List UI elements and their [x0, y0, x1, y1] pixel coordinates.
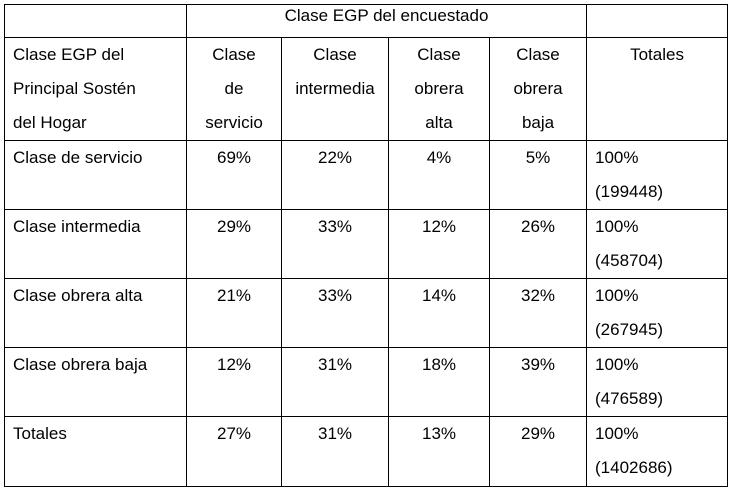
row-total-cell: 100% (458704) — [586, 209, 729, 279]
row-total-n: (199448) — [595, 182, 664, 201]
table-row: Clase obrera baja 12% 31% 18% 39% 100% (… — [4, 347, 729, 417]
column-header-line: Totales — [630, 45, 684, 64]
table-cell: 69% — [186, 140, 282, 210]
column-header-line: Clase — [516, 45, 560, 64]
table-cell: 29% — [488, 416, 588, 487]
table-cell: 26% — [488, 209, 588, 279]
table-cell: 13% — [388, 416, 490, 487]
row-label: Clase intermedia — [4, 209, 187, 279]
column-header-line: alta — [425, 113, 453, 132]
table-cell: 32% — [488, 278, 588, 348]
super-header-row: Clase EGP del encuestado — [4, 4, 729, 38]
column-header-line: baja — [521, 113, 555, 132]
table-cell: 14% — [388, 278, 490, 348]
row-total-cell: 100% (267945) — [586, 278, 729, 348]
row-label: Clase de servicio — [4, 140, 187, 210]
row-label: Clase obrera alta — [4, 278, 187, 348]
row-total-cell: 100% (476589) — [586, 347, 729, 417]
row-total-pct: 100% — [595, 217, 639, 236]
row-header-line: del Hogar — [13, 113, 87, 132]
row-header-line: Principal Sostén — [13, 79, 136, 98]
table-cell: 21% — [186, 278, 282, 348]
table-cell: 33% — [281, 209, 389, 279]
super-header-title: Clase EGP del encuestado — [185, 4, 588, 38]
super-header-blank-cell — [586, 4, 729, 38]
table-cell: 5% — [488, 140, 588, 210]
row-total-cell: 100% (199448) — [586, 140, 729, 210]
table-cell: 31% — [281, 416, 389, 487]
column-header-line: Clase — [313, 45, 357, 64]
table-cell: 22% — [281, 140, 389, 210]
column-header-line: intermedia — [295, 79, 375, 98]
table-cell: 31% — [281, 347, 389, 417]
corner-blank-cell — [4, 4, 187, 38]
table-cell: 33% — [281, 278, 389, 348]
table-cell: 4% — [388, 140, 490, 210]
column-header-line: Clase — [417, 45, 461, 64]
row-header-line: Clase EGP del — [13, 45, 125, 64]
row-total-pct: 100% — [595, 355, 639, 374]
table-cell: 39% — [488, 347, 588, 417]
table-cell: 27% — [186, 416, 282, 487]
row-label: Clase obrera baja — [4, 347, 187, 417]
totals-row: Totales 27% 31% 13% 29% 100% (1402686) — [4, 416, 729, 487]
row-total-n: (1402686) — [595, 458, 673, 477]
column-header-clase-obrera-alta: Clase obrera alta — [388, 37, 490, 141]
row-total-pct: 100% — [595, 286, 639, 305]
row-label: Totales — [4, 416, 187, 487]
column-header-clase-obrera-baja: Clase obrera baja — [488, 37, 588, 141]
table-row: Clase intermedia 29% 33% 12% 26% 100% (4… — [4, 209, 729, 279]
row-total-n: (267945) — [595, 320, 664, 339]
table-cell: 12% — [186, 347, 282, 417]
row-total-n: (476589) — [595, 389, 664, 408]
table-cell: 18% — [388, 347, 490, 417]
mobility-table: Clase EGP del encuestado Clase EGP del P… — [4, 4, 729, 487]
table-cell: 12% — [388, 209, 490, 279]
column-header-line: servicio — [205, 113, 263, 132]
row-total-n: (458704) — [595, 251, 664, 270]
column-header-row: Clase EGP del Principal Sostén del Hogar… — [4, 37, 729, 141]
column-header-line: obrera — [513, 79, 563, 98]
row-header-label: Clase EGP del Principal Sostén del Hogar — [4, 37, 187, 141]
column-header-line: Clase — [212, 45, 256, 64]
column-header-line: obrera — [414, 79, 464, 98]
row-total-pct: 100% — [595, 148, 639, 167]
column-header-clase-intermedia: Clase intermedia — [281, 37, 389, 141]
table-row: Clase obrera alta 21% 33% 14% 32% 100% (… — [4, 278, 729, 348]
row-total-cell: 100% (1402686) — [586, 416, 729, 487]
row-total-pct: 100% — [595, 424, 639, 443]
column-header-clase-de-servicio: Clase de servicio — [186, 37, 282, 141]
table-row: Clase de servicio 69% 22% 4% 5% 100% (19… — [4, 140, 729, 210]
table-cell: 29% — [186, 209, 282, 279]
column-header-line: de — [224, 79, 244, 98]
column-header-totales: Totales — [586, 37, 729, 141]
